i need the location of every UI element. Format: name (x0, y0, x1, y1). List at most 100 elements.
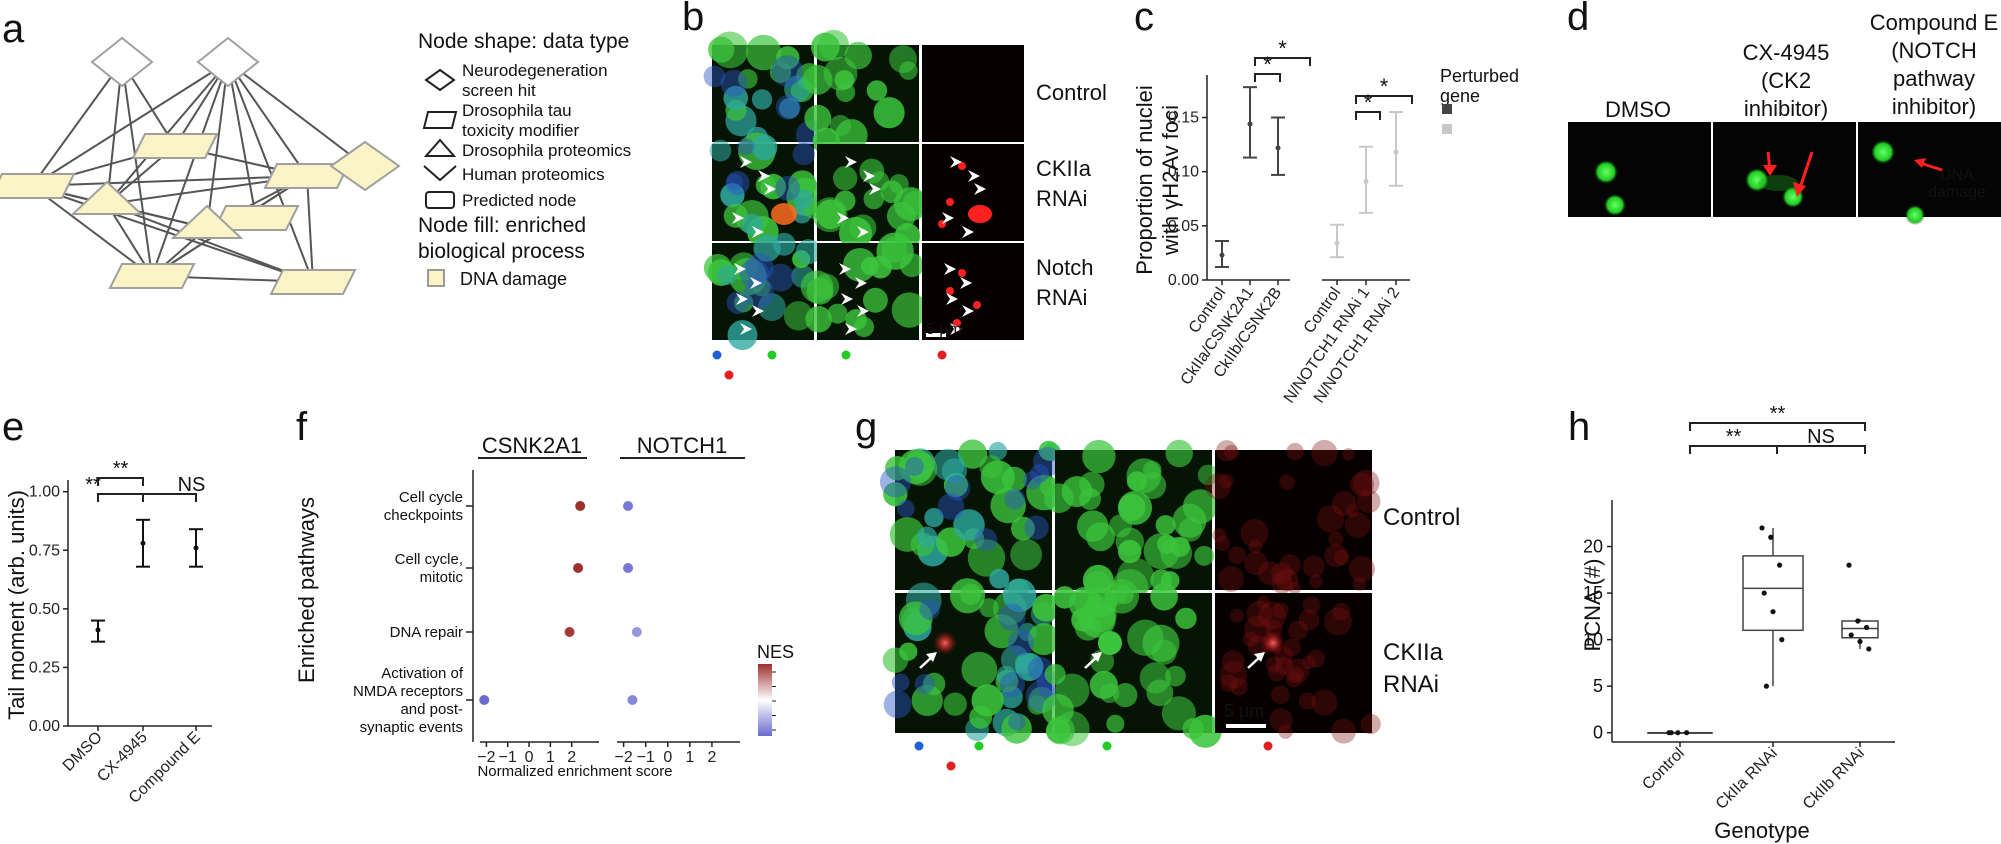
pcna-background (1298, 609, 1320, 631)
pcna-background (1352, 469, 1380, 497)
h-xlabel: Genotype (1714, 818, 1809, 843)
cell-nucleus (886, 201, 916, 231)
box (1841, 620, 1879, 639)
annotation-arrow (1919, 161, 1943, 172)
pcna-background (1248, 539, 1263, 554)
cell-nucleus (958, 439, 988, 469)
sig-bracket (1254, 57, 1311, 66)
comet-image (1568, 122, 1711, 217)
cell-nucleus (1188, 714, 1222, 748)
network-edge (31, 175, 308, 187)
panel-label-c: c (1134, 0, 1154, 39)
dapi-nucleus (766, 263, 795, 292)
data-point (1684, 730, 1690, 736)
panel-d: d DNA damage DMSO CX-4945 (CK2 inhibitor) Com… (1567, 0, 2001, 250)
dapi-nucleus (771, 55, 803, 87)
network-node-csnk2a1 (196, 36, 260, 88)
channel-dot-icon (946, 761, 956, 771)
pcna-background (1360, 713, 1381, 735)
panel-h-plot: 0 5 10 15 20 Control CkIIa RNAi CkIIb RNAi ** ** N… (1583, 403, 1895, 813)
arrowhead-icon (752, 226, 764, 238)
pcna-background (1298, 692, 1316, 710)
cell-nucleus (1155, 515, 1176, 536)
diamond-shape-icon (424, 68, 456, 92)
annotation-text: DNA damage (1928, 167, 1986, 201)
nes-point (573, 563, 584, 573)
ph2av-focus (953, 319, 961, 327)
channel-dot-icon (712, 350, 722, 360)
micrograph-tile (1044, 439, 1219, 606)
cell-nucleus (751, 134, 778, 161)
cell-nucleus (804, 104, 832, 132)
panel-g-micrographs (879, 439, 1381, 748)
cell-nucleus (757, 293, 786, 322)
diamond-shape-icon (329, 140, 401, 192)
network-node-cops2 (329, 140, 401, 192)
scale-bar (926, 333, 946, 337)
channel-dot-icon (914, 741, 924, 751)
cell-nucleus (891, 292, 928, 328)
x-tick-label: −2 (614, 749, 632, 766)
panel-label-h: h (1568, 405, 1590, 449)
cell-nucleus (1079, 600, 1116, 638)
f-facet-1: CSNK2A1 (482, 433, 582, 458)
data-point (1770, 609, 1776, 615)
cell-nucleus (883, 482, 908, 507)
data-point (1857, 638, 1863, 645)
cell-nucleus (1197, 464, 1219, 486)
cell-nucleus (793, 189, 814, 209)
arrowhead-icon (926, 652, 937, 662)
arrowhead-icon (857, 305, 869, 317)
panel-g-row-labels: Control CKIIa RNAi (1383, 504, 1460, 698)
legend-shape-label: Drosophila tau toxicity modifier (462, 101, 579, 140)
arrowhead-icon (942, 212, 954, 224)
e-ylabel: Tail moment (arb. units) (4, 490, 29, 720)
panel-e: e Tail moment (arb. units) 0.00 0.25 0.50 0… (2, 405, 212, 807)
comet-nucleus (1745, 168, 1769, 192)
arrowhead-icon (1091, 652, 1102, 662)
cell-nucleus (960, 583, 982, 605)
cell-nucleus (1150, 582, 1178, 611)
cell-nucleus (1053, 586, 1076, 609)
arrowhead-icon (734, 263, 746, 275)
cell-nucleus (1045, 718, 1071, 744)
arrowhead-icon (845, 156, 857, 168)
y-tick-label: 0.05 (1168, 218, 1199, 235)
cell-nucleus (869, 255, 892, 279)
image-background (922, 144, 1024, 241)
x-tick-label: CkIIa RNAi (1713, 745, 1781, 813)
network-edge (227, 61, 257, 219)
image-background (922, 45, 1024, 142)
pcna-background (1278, 724, 1293, 739)
micrograph-tile (1215, 593, 1381, 744)
legend-shape-item: Drosophila tau toxicity modifier (422, 101, 579, 140)
cell-nucleus (813, 273, 840, 300)
sig-label: * (1278, 36, 1287, 61)
ph2av-focus (946, 198, 954, 206)
cell-nucleus (932, 448, 965, 481)
legend-shape-label: Predicted node (462, 191, 576, 210)
pathway-label: DNA repair (390, 624, 463, 641)
x-tick-label: 2 (707, 749, 716, 766)
pcna-background (1270, 562, 1293, 585)
image-background (1858, 122, 2001, 217)
c-ylabel-2: with γH2Av foci (1158, 105, 1183, 256)
cell-nucleus (1115, 585, 1134, 605)
arrowhead-icon (764, 183, 776, 195)
network-edge (206, 61, 229, 229)
legend-shape-item: Neurodegeneration screen hit (424, 61, 608, 100)
dapi-nucleus (1030, 463, 1050, 483)
ph2av-cluster (968, 205, 992, 223)
cell-nucleus (969, 705, 993, 729)
pcna-background (1246, 600, 1273, 627)
cell-nucleus (832, 165, 858, 191)
network-node-xrcc6 (108, 263, 196, 289)
comet-nucleus (1594, 160, 1618, 184)
y-tick-label: 0.00 (29, 718, 60, 735)
arrowhead-icon (944, 263, 956, 275)
data-point (1779, 637, 1785, 643)
network-node-xrcc1 (131, 133, 219, 159)
scale-bar-label: 5 µm (1224, 701, 1264, 721)
arrowhead-icon (863, 170, 875, 182)
